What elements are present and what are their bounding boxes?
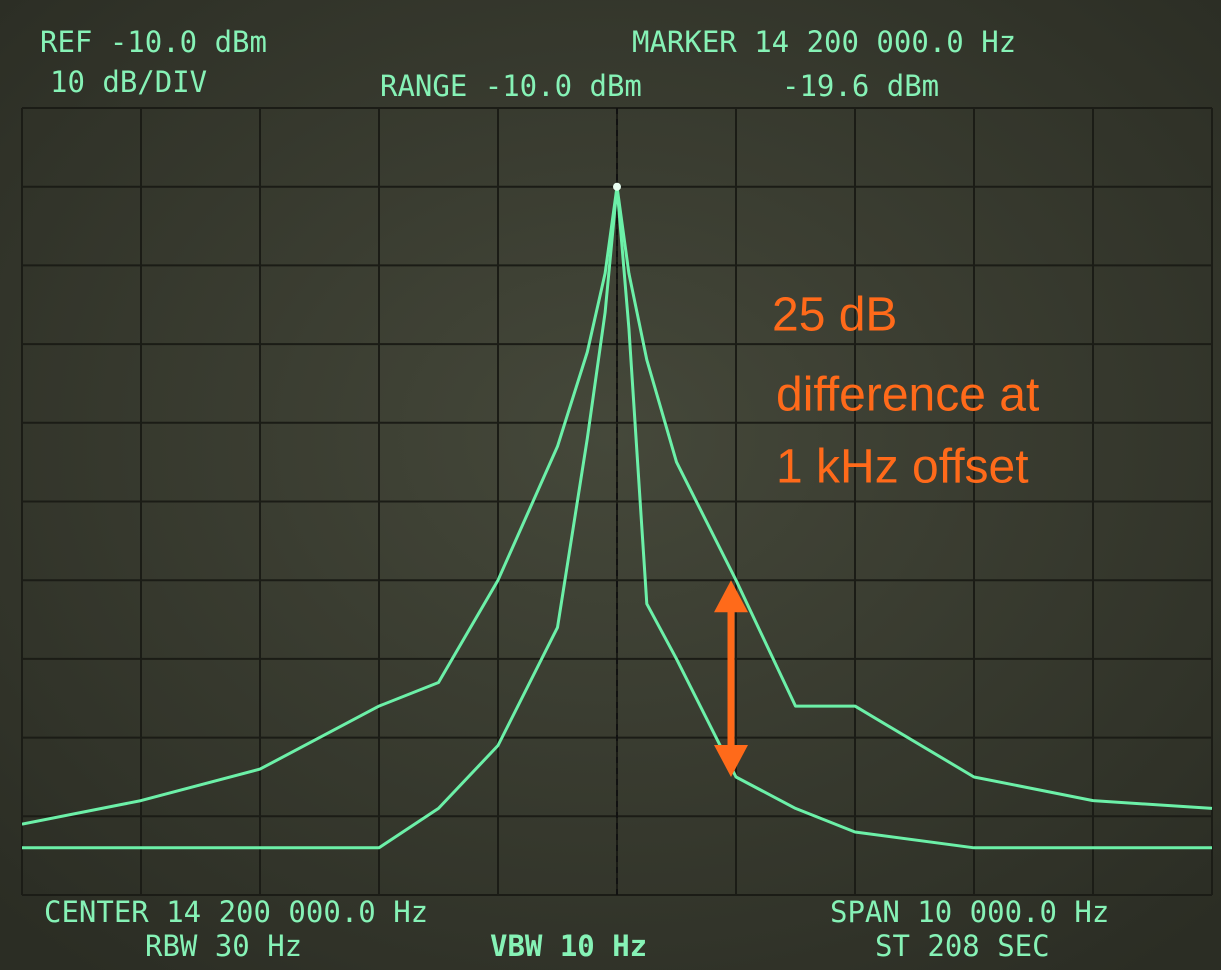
annotation-line: 25 dB [772, 289, 897, 342]
marker-frequency: MARKER 14 200 000.0 Hz [632, 25, 1016, 59]
sweep-time: ST 208 SEC [875, 929, 1050, 963]
range: RANGE -10.0 dBm [380, 69, 642, 103]
marker-level: -19.6 dBm [782, 69, 939, 103]
annotation-line: difference at [776, 369, 1039, 422]
arrow-head [714, 744, 748, 777]
ref-level: REF -10.0 dBm [40, 25, 267, 59]
grid [21, 107, 1213, 896]
annotation-line: 1 kHz offset [776, 441, 1029, 494]
rbw: RBW 30 Hz [145, 929, 302, 963]
center-frequency: CENTER 14 200 000.0 Hz [44, 895, 428, 929]
span: SPAN 10 000.0 Hz [830, 895, 1109, 929]
arrow-head [714, 580, 748, 613]
scale: 10 dB/DIV [50, 65, 207, 99]
marker [613, 182, 621, 191]
vbw: VBW 10 Hz [490, 929, 647, 963]
